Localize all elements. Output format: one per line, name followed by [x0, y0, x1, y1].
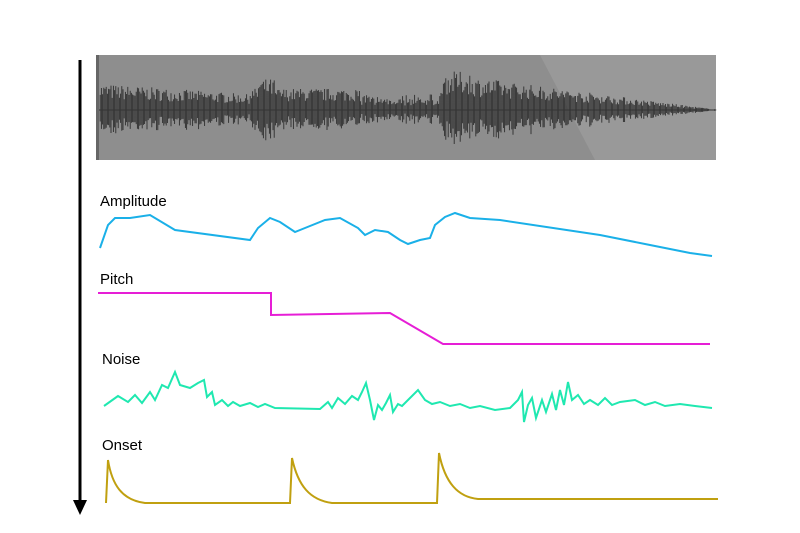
label-pitch: Pitch	[100, 271, 133, 288]
label-onset: Onset	[102, 437, 143, 454]
amplitude-curve	[99, 211, 713, 257]
pitch-curve	[98, 292, 710, 345]
noise-curve	[103, 369, 713, 423]
label-noise: Noise	[102, 351, 140, 368]
arrow-head	[73, 500, 87, 515]
onset-curve	[105, 452, 718, 504]
waveform	[96, 55, 717, 160]
waveform-edge	[96, 55, 99, 160]
label-amplitude: Amplitude	[100, 193, 167, 210]
waveform-lines	[99, 71, 717, 144]
